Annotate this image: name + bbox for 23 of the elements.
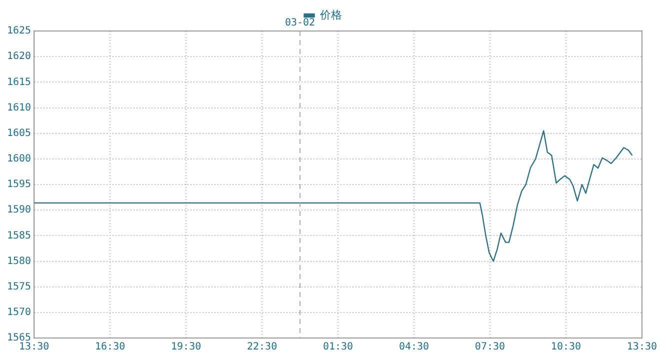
y-tick-label: 1605 <box>6 128 32 139</box>
y-tick-label: 1620 <box>6 51 32 62</box>
x-tick-label: 13:30 <box>626 342 658 353</box>
x-tick-label: 13:30 <box>19 342 50 353</box>
ref-line-label: 03-02 <box>284 18 316 29</box>
y-tick-label: 1610 <box>6 102 32 114</box>
y-tick-label: 1625 <box>6 26 32 37</box>
x-tick-label: 04:30 <box>398 342 430 353</box>
y-tick-label: 1600 <box>6 154 32 165</box>
y-tick-label: 1585 <box>6 230 32 242</box>
y-tick-label: 1615 <box>6 76 32 88</box>
legend-label: 价格 <box>318 8 342 22</box>
y-tick-label: 1575 <box>6 281 32 292</box>
y-tick-label: 1580 <box>6 256 32 267</box>
x-tick-label: 22:30 <box>246 342 278 353</box>
y-tick-label: 1570 <box>6 307 32 318</box>
x-tick-label: 19:30 <box>170 342 202 353</box>
x-tick-label: 07:30 <box>474 342 506 353</box>
x-tick-label: 16:30 <box>95 342 126 353</box>
y-tick-label: 1595 <box>6 179 32 190</box>
x-tick-label: 10:30 <box>550 342 582 353</box>
x-tick-label: 01:30 <box>322 342 354 353</box>
y-tick-label: 1590 <box>6 204 32 216</box>
